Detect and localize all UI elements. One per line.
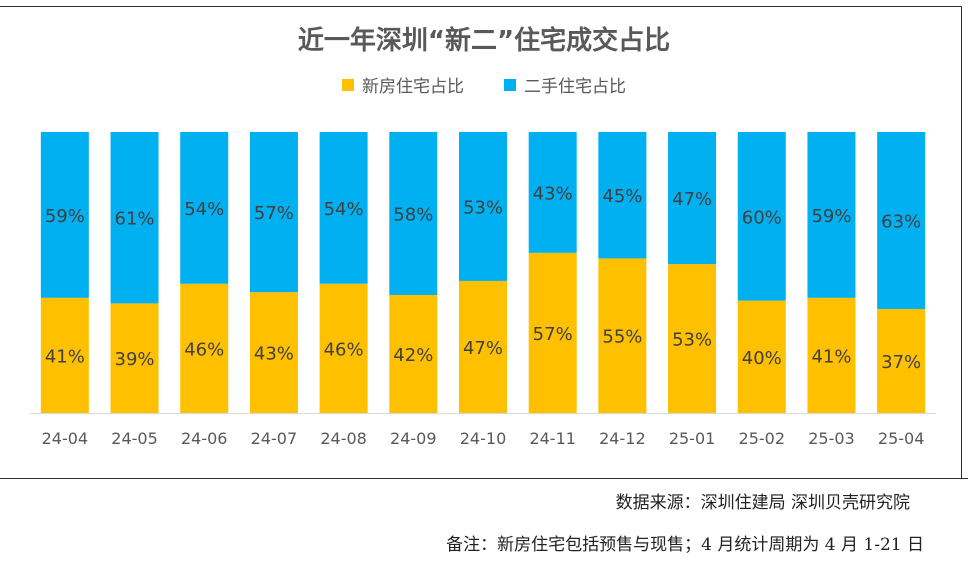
bar-new-24-04 bbox=[40, 297, 89, 413]
x-tick-24-09: 24-09 bbox=[390, 429, 437, 448]
label-resale-25-01: 47% bbox=[672, 189, 712, 210]
x-tick-24-11: 24-11 bbox=[529, 429, 576, 448]
bar-new-24-06 bbox=[180, 283, 229, 413]
label-resale-24-08: 54% bbox=[324, 199, 364, 220]
x-tick-24-12: 24-12 bbox=[599, 429, 646, 448]
legend-swatch-resale bbox=[504, 78, 516, 91]
bar-resale-25-03 bbox=[807, 132, 856, 298]
bar-resale-25-01 bbox=[668, 132, 717, 265]
bar-new-24-10 bbox=[459, 280, 507, 413]
bar-new-24-12 bbox=[598, 258, 647, 413]
label-resale-24-11: 43% bbox=[533, 183, 573, 204]
legend-label-resale: 二手住宅占比 bbox=[524, 77, 626, 97]
label-new-24-12: 55% bbox=[602, 327, 642, 348]
right-border bbox=[961, 6, 962, 478]
stacked-bar-chart: 41% 59% 24-04 39% 61% 24-05 46% 54% 24-06 43% 57% 2… bbox=[30, 132, 936, 448]
footnote: 备注：新房住宅包括预售与现售；4 月统计周期为 4 月 1-21 日 bbox=[446, 535, 924, 555]
bar-resale-24-05 bbox=[110, 132, 159, 304]
bar-new-24-11 bbox=[528, 252, 577, 413]
label-resale-24-04: 59% bbox=[45, 206, 85, 227]
label-new-24-05: 39% bbox=[115, 349, 155, 370]
bar-resale-24-08 bbox=[319, 132, 368, 284]
bar-resale-24-10 bbox=[459, 132, 507, 281]
bar-new-24-05 bbox=[110, 303, 159, 413]
label-resale-25-03: 59% bbox=[811, 206, 851, 227]
label-resale-24-07: 57% bbox=[254, 203, 294, 224]
bar-new-25-02 bbox=[737, 300, 786, 413]
bar-new-24-09 bbox=[389, 294, 438, 413]
legend-swatch-new bbox=[342, 78, 354, 91]
x-tick-24-04: 24-04 bbox=[42, 429, 89, 448]
bar-resale-24-09 bbox=[389, 132, 438, 295]
label-resale-24-10: 53% bbox=[463, 197, 503, 218]
label-resale-25-04: 63% bbox=[881, 212, 921, 233]
label-new-25-01: 53% bbox=[672, 330, 712, 351]
bar-resale-24-11 bbox=[528, 132, 577, 253]
bar-new-25-03 bbox=[807, 297, 856, 413]
bar-resale-25-04 bbox=[877, 132, 926, 310]
label-resale-25-02: 60% bbox=[742, 207, 782, 228]
bar-new-24-07 bbox=[249, 292, 298, 413]
x-tick-24-08: 24-08 bbox=[320, 429, 367, 448]
label-new-24-09: 42% bbox=[393, 345, 433, 366]
data-source: 数据来源：深圳住建局 深圳贝壳研究院 bbox=[615, 493, 910, 513]
bar-new-24-08 bbox=[319, 283, 368, 413]
label-new-24-07: 43% bbox=[254, 344, 294, 365]
bar-new-25-04 bbox=[877, 309, 926, 413]
bar-new-25-01 bbox=[668, 264, 717, 413]
legend-item-new: 新房住宅占比 bbox=[342, 72, 464, 97]
legend-label-new: 新房住宅占比 bbox=[362, 77, 464, 97]
bottom-border bbox=[0, 478, 968, 479]
bar-resale-24-06 bbox=[180, 132, 229, 284]
x-tick-24-10: 24-10 bbox=[460, 429, 507, 448]
label-new-25-02: 40% bbox=[742, 348, 782, 369]
chart-title: 近一年深圳“新二”住宅成交占比 bbox=[297, 26, 671, 56]
x-tick-24-07: 24-07 bbox=[251, 429, 298, 448]
legend-item-resale: 二手住宅占比 bbox=[504, 72, 626, 97]
bar-resale-24-07 bbox=[249, 132, 298, 293]
x-tick-25-03: 25-03 bbox=[808, 429, 855, 448]
label-resale-24-12: 45% bbox=[602, 186, 642, 207]
label-new-25-04: 37% bbox=[881, 352, 921, 373]
x-tick-24-06: 24-06 bbox=[181, 429, 228, 448]
label-new-25-03: 41% bbox=[811, 346, 851, 367]
chart-legend: 新房住宅占比 二手住宅占比 bbox=[0, 72, 968, 97]
bar-resale-25-02 bbox=[737, 132, 786, 301]
label-new-24-11: 57% bbox=[533, 324, 573, 345]
label-new-24-10: 47% bbox=[463, 338, 503, 359]
x-tick-24-05: 24-05 bbox=[111, 429, 158, 448]
x-tick-25-02: 25-02 bbox=[739, 429, 786, 448]
label-new-24-06: 46% bbox=[184, 339, 224, 360]
label-resale-24-09: 58% bbox=[393, 204, 433, 225]
label-new-24-08: 46% bbox=[324, 339, 364, 360]
bar-resale-24-04 bbox=[40, 132, 89, 298]
label-new-24-04: 41% bbox=[45, 346, 85, 367]
label-resale-24-06: 54% bbox=[184, 199, 224, 220]
x-tick-25-01: 25-01 bbox=[669, 429, 716, 448]
top-border bbox=[0, 6, 962, 7]
label-resale-24-05: 61% bbox=[115, 209, 155, 230]
x-tick-25-04: 25-04 bbox=[878, 429, 925, 448]
bar-resale-24-12 bbox=[598, 132, 647, 259]
